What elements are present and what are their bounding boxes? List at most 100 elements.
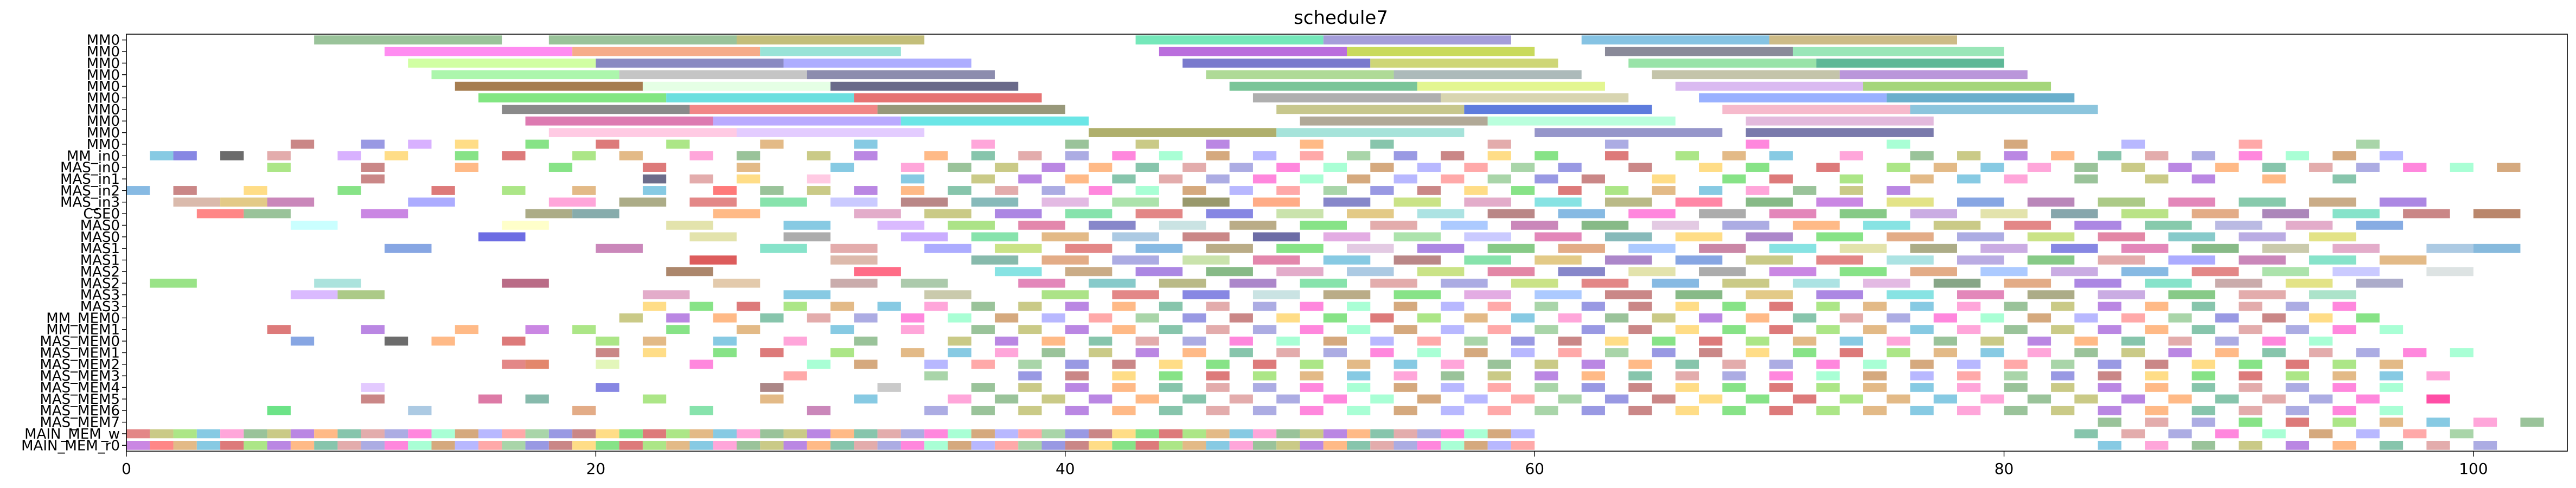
task-bar [1065, 209, 1113, 219]
task-bar [854, 440, 878, 450]
task-bar [1746, 186, 1769, 195]
task-bar [1041, 313, 1065, 323]
task-bar [2239, 197, 2286, 207]
task-bar [2426, 440, 2450, 450]
task-bar [1722, 278, 1769, 288]
task-bar [1112, 440, 1136, 450]
task-bar [1933, 336, 1957, 346]
task-bar [642, 186, 667, 195]
task-bar [1229, 313, 1253, 323]
task-bar [1394, 406, 1417, 415]
task-bar [1323, 163, 1347, 172]
task-bar [1089, 440, 1113, 450]
task-bar [1863, 81, 2051, 91]
task-bar [1417, 440, 1441, 450]
task-bar [900, 197, 948, 207]
task-bar [830, 243, 878, 253]
x-tick-label: 60 [1525, 460, 1544, 478]
task-bar [596, 429, 619, 439]
task-bar [267, 429, 291, 439]
row-22 [290, 290, 2356, 299]
task-bar [1581, 406, 1605, 415]
task-bar [1112, 359, 1136, 369]
task-bar [666, 139, 690, 149]
task-bar [150, 440, 174, 450]
y-tick-label: MAS_MEM1 [40, 345, 120, 361]
task-bar [2285, 359, 2310, 369]
task-bar [689, 429, 713, 439]
y-tick-label: MAS_in1 [60, 171, 120, 188]
task-bar [361, 440, 385, 450]
task-bar [1487, 429, 1511, 439]
task-bar [1112, 151, 1136, 160]
task-bar [1135, 440, 1159, 450]
task-bar [2520, 418, 2544, 427]
task-bar [1252, 151, 1277, 160]
task-bar [314, 440, 338, 450]
task-bar [1159, 301, 1183, 311]
task-bar [1347, 371, 1371, 381]
task-bar [2497, 163, 2521, 172]
task-bar [2191, 383, 2215, 392]
task-bar [1065, 151, 1089, 160]
task-bar [1628, 359, 1652, 369]
task-bar [2239, 359, 2262, 369]
task-bar [737, 174, 760, 184]
task-bar [267, 151, 291, 160]
task-bar [783, 301, 807, 311]
task-bar [1980, 313, 2004, 323]
task-bar [642, 336, 667, 346]
task-bar [2074, 336, 2098, 346]
task-bar [1018, 406, 1042, 415]
task-bar [1252, 174, 1277, 184]
task-bar [431, 186, 455, 195]
task-bar [2051, 151, 2075, 160]
task-bar [1323, 232, 1371, 242]
task-bar [1206, 301, 1230, 311]
task-bar [1323, 290, 1371, 299]
task-bar [1746, 197, 1793, 207]
task-bar [502, 440, 526, 450]
task-bar [1417, 394, 1441, 404]
task-bar [1957, 325, 1981, 335]
task-bar [760, 197, 807, 207]
task-bar [2098, 440, 2121, 450]
task-bar [1182, 348, 1206, 357]
task-bar [2191, 209, 2239, 219]
task-bar [689, 359, 713, 369]
task-bar [220, 197, 267, 207]
task-bar [1487, 116, 1676, 126]
task-bar [1487, 151, 1511, 160]
row-11 [267, 163, 2521, 172]
task-bar [2121, 336, 2145, 346]
row-10 [150, 151, 2404, 160]
task-bar [666, 93, 854, 102]
task-bar [619, 440, 643, 450]
task-bar [2074, 278, 2121, 288]
task-bar [1535, 232, 1582, 242]
task-bar [1182, 429, 1206, 439]
task-bar [1769, 35, 1957, 45]
task-bar [1159, 221, 1206, 230]
task-bar [1910, 325, 1934, 335]
task-bar [1252, 301, 1277, 311]
task-bar [1652, 336, 1676, 346]
task-bar [2426, 418, 2450, 427]
task-bar [1159, 371, 1183, 381]
task-bar [1487, 359, 1511, 369]
task-bar [1887, 313, 1910, 323]
task-bar [314, 278, 361, 288]
task-bar [525, 429, 549, 439]
task-bar [2168, 313, 2192, 323]
task-bar [1135, 35, 1324, 45]
y-tick-label: MAS_MEM3 [40, 368, 120, 384]
task-bar [2027, 255, 2075, 265]
task-bar [760, 383, 784, 392]
task-bar [971, 301, 995, 311]
task-bar [2074, 174, 2098, 184]
task-bar [994, 348, 1019, 357]
task-bar [1628, 371, 1652, 381]
task-bar [2215, 429, 2239, 439]
y-tick-label: MAS_MEM4 [40, 380, 120, 396]
task-bar [2285, 278, 2333, 288]
